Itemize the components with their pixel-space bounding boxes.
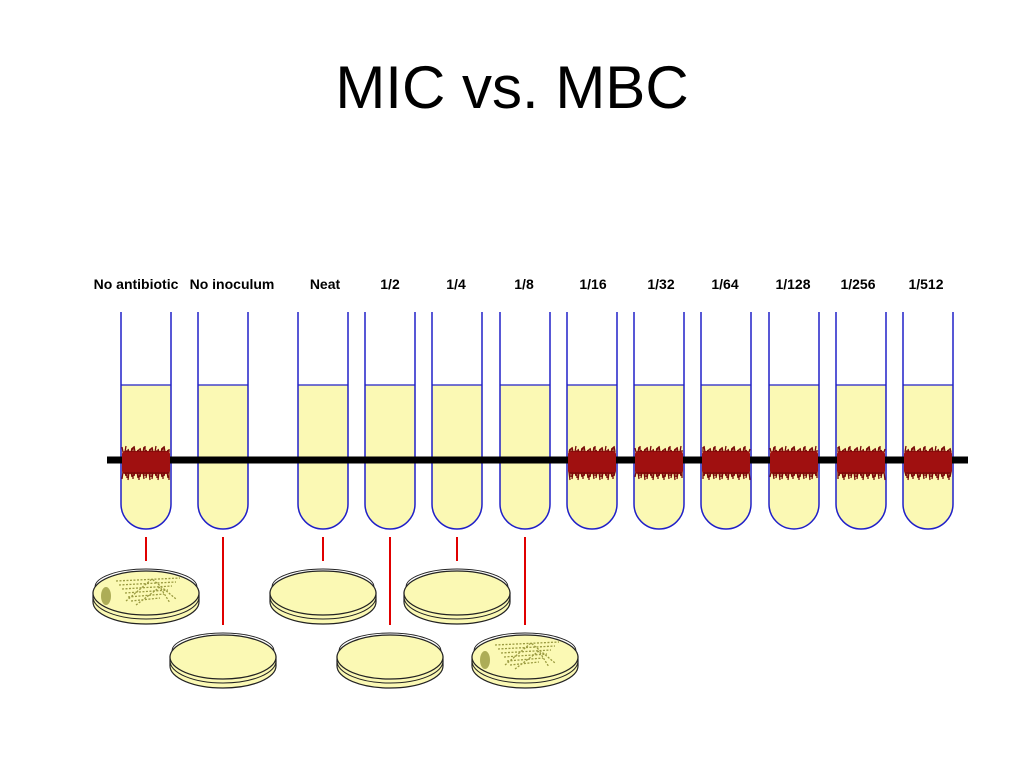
tube-outline xyxy=(120,312,172,530)
tube-outline xyxy=(768,312,820,530)
agar-surface xyxy=(336,634,444,680)
tube-label-no-antibiotic: No antibiotic xyxy=(94,276,179,292)
plate-rim xyxy=(169,660,277,684)
test-tube-1-2 xyxy=(364,312,416,530)
growth-texture xyxy=(634,445,683,481)
bacterial-growth-no-antibiotic xyxy=(121,445,170,481)
colony-streaks xyxy=(101,577,181,606)
test-tube-1-32 xyxy=(633,312,685,530)
plate-rim xyxy=(336,660,444,684)
agar-plate-1-8 xyxy=(471,632,579,689)
slide-title: MIC vs. MBC xyxy=(335,54,689,121)
test-tube-no-inoculum xyxy=(197,312,249,530)
bacterial-growth-1-32 xyxy=(634,445,683,481)
test-tube-no-antibiotic xyxy=(120,312,172,530)
tube-outline xyxy=(700,312,752,530)
tube-outline xyxy=(364,312,416,530)
growth-texture xyxy=(568,445,616,481)
tube-outline xyxy=(566,312,618,530)
tube-label-no-inoculum: No inoculum xyxy=(190,276,275,292)
tube-labels: No antibiotic No inoculum Neat 1/2 1/4 1/8 1/1… xyxy=(94,276,944,292)
tube-label-1-4: 1/4 xyxy=(446,276,466,292)
tube-label-1-128: 1/128 xyxy=(775,276,810,292)
plate-lid xyxy=(338,632,442,652)
plate-rim xyxy=(471,660,579,684)
test-tube-1-16 xyxy=(566,312,618,530)
growth-texture xyxy=(702,445,751,481)
agar-plate-1-2 xyxy=(336,632,444,689)
test-tube-1-4 xyxy=(431,312,483,530)
tube-outline xyxy=(835,312,887,530)
colony-streaks xyxy=(480,641,560,670)
bacterial-growth-1-512 xyxy=(904,445,952,481)
tube-label-1-256: 1/256 xyxy=(840,276,875,292)
colony-cluster xyxy=(480,651,490,669)
growth-band xyxy=(702,451,750,474)
agar-plate-neat xyxy=(269,568,377,625)
plate-lid xyxy=(271,568,375,588)
test-tube-1-128 xyxy=(768,312,820,530)
growth-texture xyxy=(904,445,952,481)
plate-rim xyxy=(269,596,377,620)
tube-outline xyxy=(297,312,349,530)
streak-lines xyxy=(494,641,560,670)
plate-rim xyxy=(403,596,511,620)
tube-rack xyxy=(120,312,954,530)
test-tube-1-256 xyxy=(835,312,887,530)
bacterial-growth-1-256 xyxy=(837,445,886,481)
bacterial-growth-1-128 xyxy=(769,445,818,481)
tube-label-1-16: 1/16 xyxy=(579,276,606,292)
tube-outline xyxy=(633,312,685,530)
agar-plate-1-4 xyxy=(403,568,511,625)
plate-lid xyxy=(171,632,275,652)
plate-lid xyxy=(405,568,509,588)
agar-plate-no-antibiotic xyxy=(92,568,200,625)
tube-label-1-64: 1/64 xyxy=(711,276,738,292)
growth-band xyxy=(837,451,885,474)
tube-outline xyxy=(197,312,249,530)
plate-connectors xyxy=(145,537,526,625)
growth-band xyxy=(122,451,170,474)
agar-surface xyxy=(169,634,277,680)
test-tube-neat xyxy=(297,312,349,530)
growth-texture xyxy=(837,445,886,481)
growth-texture xyxy=(121,445,170,481)
bacterial-growth-1-16 xyxy=(568,445,616,481)
growth-band xyxy=(635,451,683,474)
tube-outline xyxy=(499,312,551,530)
growth-band xyxy=(770,451,818,474)
tube-outline xyxy=(431,312,483,530)
tube-label-1-2: 1/2 xyxy=(380,276,400,292)
test-tube-1-64 xyxy=(700,312,752,530)
agar-surface xyxy=(403,570,511,616)
agar-surface xyxy=(269,570,377,616)
growth-bands xyxy=(121,445,952,481)
growth-texture xyxy=(769,445,818,481)
agar-plate-no-inoculum xyxy=(169,632,277,689)
agar-plates xyxy=(92,568,579,689)
tube-label-1-32: 1/32 xyxy=(647,276,674,292)
test-tube-1-512 xyxy=(902,312,954,530)
plate-lid xyxy=(473,632,577,652)
tube-outline xyxy=(902,312,954,530)
plate-rim xyxy=(92,596,200,620)
bacterial-growth-1-64 xyxy=(702,445,751,481)
streak-lines xyxy=(115,577,181,606)
tube-label-1-512: 1/512 xyxy=(908,276,943,292)
growth-band xyxy=(904,451,952,474)
plate-lid xyxy=(94,568,198,588)
tube-label-neat: Neat xyxy=(310,276,341,292)
tube-label-1-8: 1/8 xyxy=(514,276,534,292)
growth-band xyxy=(568,451,616,474)
colony-cluster xyxy=(101,587,111,605)
test-tube-1-8 xyxy=(499,312,551,530)
